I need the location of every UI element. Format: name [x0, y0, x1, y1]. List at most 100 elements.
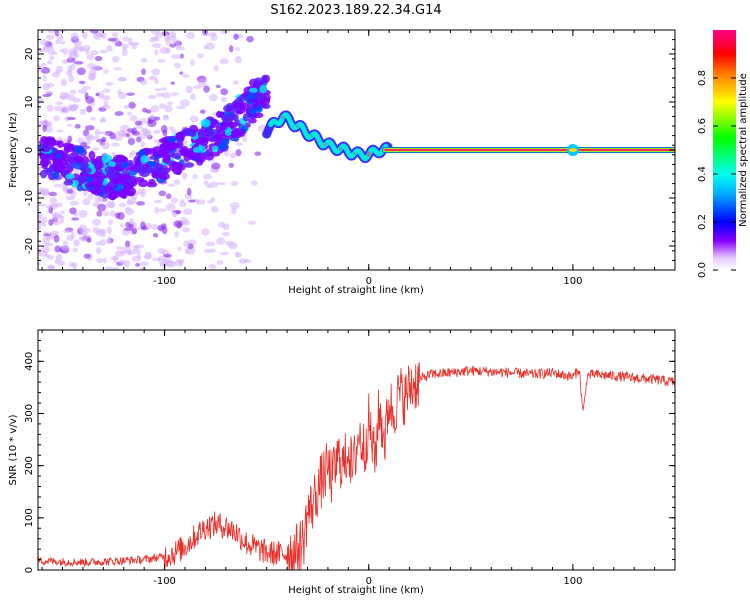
spectrogram-noise-blob	[48, 191, 58, 197]
spectrogram-noise-blob	[203, 45, 209, 50]
spectrogram-noise-blob	[95, 92, 100, 97]
spectrogram-noise-blob	[53, 106, 64, 111]
spectrogram-ridge-blob	[104, 166, 115, 174]
spectrogram-noise-blob	[230, 207, 237, 215]
spectrogram-noise-blob	[89, 30, 99, 34]
spectrogram-noise-blob	[78, 80, 86, 85]
spectrogram-noise-blob	[119, 259, 126, 265]
spectrogram-ridge-blob	[228, 121, 238, 129]
spectrogram-noise-blob	[107, 37, 117, 42]
y-tick-label: 100	[24, 508, 35, 527]
spectrogram-ridge-blob	[166, 136, 178, 143]
spectrogram-ridge-blob	[220, 115, 229, 121]
spectrogram-noise-blob	[157, 247, 165, 255]
spectrogram-noise-blob	[157, 208, 167, 212]
spectrogram-ridge-blob	[135, 165, 144, 173]
spectrogram-noise-blob	[77, 88, 87, 94]
spectrogram-noise-blob	[153, 199, 163, 204]
spectrogram-noise-blob	[154, 206, 159, 214]
spectrogram-noise-blob	[164, 33, 169, 42]
spectrogram-ridge-blob	[41, 144, 51, 153]
y-tick-label: -20	[24, 238, 35, 254]
spectrogram-noise-blob	[85, 135, 95, 140]
spectrogram-noise-blob	[182, 172, 188, 180]
spectrogram-noise-blob	[221, 231, 231, 237]
spectrogram-noise-blob	[112, 55, 120, 63]
spectrogram-noise-blob	[43, 44, 54, 49]
spectrogram-noise-blob	[100, 104, 111, 109]
y-tick-label: 300	[24, 404, 35, 423]
spectrogram-noise-blob	[228, 162, 235, 168]
spectrogram-noise-blob	[175, 46, 186, 51]
spectrogram-noise-blob	[105, 81, 114, 86]
spectrogram-noise-blob	[96, 91, 105, 99]
spectrogram-ridge-blob	[248, 107, 257, 115]
spectrogram-noise-blob	[54, 245, 62, 253]
spectrogram-ridge-blob	[232, 102, 240, 110]
spectrogram-noise-blob	[42, 82, 50, 91]
spectrogram-noise-blob	[90, 116, 96, 121]
spectrogram-noise-blob	[171, 54, 181, 59]
spectrogram-noise-blob	[152, 233, 159, 238]
spectrogram-ridge-blob	[198, 136, 209, 144]
spectrogram-ridge-blob	[183, 162, 195, 168]
spectrogram-noise-blob	[152, 37, 160, 42]
colorbar: 0.0 0.2 0.4 0.6 0.8 Normalized spectral ampl…	[697, 30, 749, 278]
spectrogram-ridge-blob	[84, 182, 95, 189]
spectrogram-noise-blob	[130, 42, 140, 46]
spectrogram-noise-blob	[134, 120, 142, 126]
spectrogram-noise-blob	[68, 74, 74, 83]
spectrogram-noise-blob	[163, 114, 169, 119]
spectrogram-noise-blob	[65, 195, 76, 201]
spectrogram-noise-blob	[102, 257, 107, 264]
spectrogram-ridge-blob	[187, 153, 198, 161]
spectrogram-ridge-blob	[92, 189, 102, 196]
spectrogram-noise-blob	[73, 40, 83, 46]
spectrogram-noise-blob	[38, 120, 46, 127]
spectrogram-noise-blob	[151, 68, 161, 76]
spectrogram-noise-blob	[127, 111, 132, 116]
spectrogram-noise-blob	[228, 45, 234, 53]
spectrogram-ridge-blob	[255, 92, 265, 101]
spectrogram-noise-blob	[250, 180, 258, 186]
spectrogram-ridge-blob	[121, 188, 130, 195]
spectrogram-ridge-blob	[40, 159, 52, 166]
spectrogram-noise-blob	[53, 202, 63, 208]
spectrogram-noise-blob	[107, 200, 115, 209]
spectrogram-noise-blob	[90, 50, 99, 56]
spectrogram-ridge-blob	[255, 106, 263, 113]
spectrogram-ridge-blob	[63, 180, 74, 186]
spectrogram-noise-blob	[183, 240, 190, 248]
spectrogram-noise-blob	[208, 94, 218, 102]
spectrogram-noise-blob	[97, 203, 107, 212]
spectrogram-noise-blob	[165, 193, 172, 200]
spectrogram-noise-blob	[203, 85, 210, 93]
spectrogram-ridge-blob	[242, 113, 250, 122]
spectrogram-noise-blob	[110, 209, 116, 217]
spectrogram-noise-blob	[189, 115, 199, 123]
spectrogram-blob-100-core	[568, 148, 577, 152]
spectrogram-noise-blob	[41, 221, 47, 227]
spectrogram-noise-blob	[100, 141, 111, 150]
spectrogram-noise-blob	[117, 89, 122, 95]
snr-frame	[37, 329, 676, 571]
spectrogram-ridge-blob	[170, 152, 181, 159]
spectrogram-noise-blob	[119, 223, 125, 228]
spectrogram-ridge-blob	[235, 109, 243, 115]
spectrogram-noise-blob	[179, 53, 184, 59]
spectrogram-noise-blob	[165, 47, 171, 54]
spectrogram-ridge-blob	[67, 143, 75, 150]
spectrogram-noise-blob	[70, 230, 75, 238]
spectrogram-noise-blob	[93, 32, 102, 40]
spectrogram-noise-blob	[174, 62, 181, 69]
spectrogram-noise-blob	[111, 32, 119, 37]
spectrogram-noise-blob	[45, 90, 54, 95]
spectrogram-noise-blob	[91, 147, 100, 151]
snr-panel: -100 0 100 0 100 200 300 400 Height of straight…	[8, 329, 676, 596]
spectrogram-noise-blob	[69, 207, 77, 215]
spectrogram-noise-blob	[217, 221, 226, 228]
spectrogram-ridge-blob	[261, 75, 268, 83]
spectrogram-noise-blob	[59, 49, 65, 53]
spectrogram-noise-blob	[219, 58, 229, 65]
